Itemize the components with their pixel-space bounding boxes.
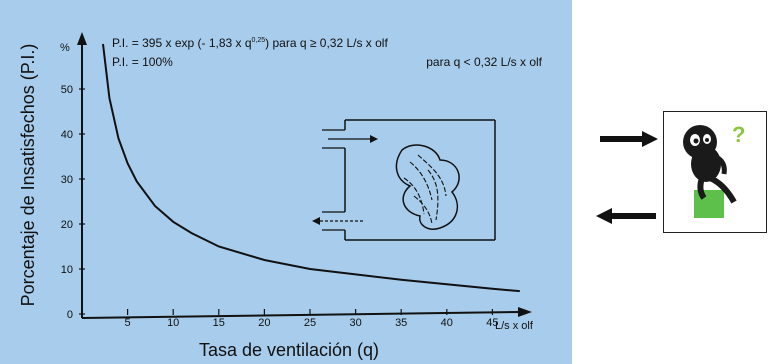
x-tick-label: 35 — [395, 317, 407, 329]
svg-text:?: ? — [732, 122, 745, 147]
y-tick-label: 10 — [61, 264, 73, 276]
formula-line-1-left: P.I. = 395 x exp (- 1,83 x q — [112, 36, 252, 50]
y-tick-label: 50 — [61, 84, 73, 96]
y-tick-label: 30 — [61, 174, 73, 186]
chart-svg: Porcentaje de Insatisfechos (P.I.) Tasa … — [18, 32, 543, 360]
right-arrow-icon — [600, 131, 658, 147]
y-unit-label: % — [60, 42, 70, 54]
tick-group: 5 10 15 20 25 30 35 40 45 0 10 20 30 40 50 — [61, 84, 499, 329]
y-tick-label: 0 — [67, 309, 73, 321]
formula-line-2-right: para q < 0,32 L/s x olf — [426, 55, 542, 69]
x-axis-line — [81, 311, 521, 319]
x-tick-label: 10 — [167, 317, 179, 329]
y-tick-label: 20 — [61, 219, 73, 231]
formula-line-1-exponent: 0,25 — [252, 37, 266, 44]
y-axis-arrowhead — [77, 32, 87, 45]
character-icon-box: ? — [663, 111, 767, 233]
left-arrow-icon — [596, 208, 656, 224]
x-axis-title: Tasa de ventilación (q) — [199, 340, 379, 360]
x-tick-label: 25 — [304, 317, 316, 329]
x-unit-label: L/s x olf — [495, 320, 534, 332]
formula-line-2-left: P.I. = 100% — [112, 55, 173, 69]
formula-line-1-right: ) para q ≥ 0,32 L/s x olf — [265, 36, 388, 50]
formula-line-1: P.I. = 395 x exp (- 1,83 x q0,25) para q… — [112, 36, 388, 50]
thinking-character-icon: ? — [683, 122, 745, 218]
x-tick-label: 15 — [213, 317, 225, 329]
y-tick-label: 40 — [61, 129, 73, 141]
x-tick-label: 30 — [349, 317, 361, 329]
x-tick-label: 20 — [258, 317, 270, 329]
chart-panel: Porcentaje de Insatisfechos (P.I.) Tasa … — [0, 0, 572, 364]
ventilated-room-illustration — [312, 119, 496, 241]
x-axis-arrowhead — [518, 307, 532, 317]
y-axis-title: Porcentaje de Insatisfechos (P.I.) — [18, 44, 38, 307]
x-tick-label: 40 — [441, 317, 453, 329]
x-tick-label: 45 — [486, 317, 498, 329]
series-line — [102, 43, 520, 293]
x-tick-label: 5 — [125, 317, 131, 329]
